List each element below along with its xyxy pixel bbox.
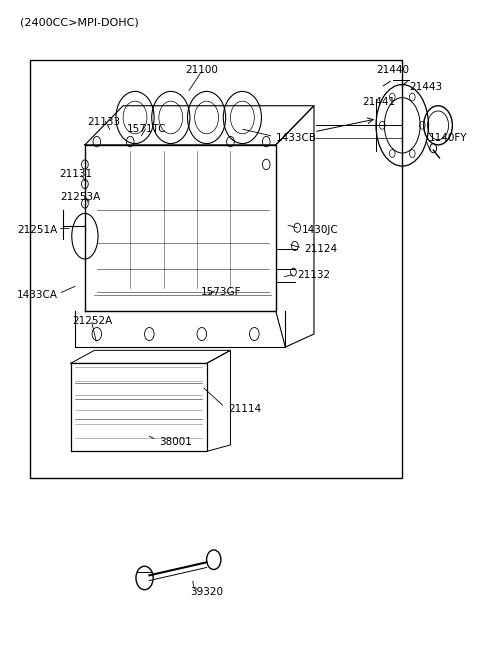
- Text: 1433CA: 1433CA: [17, 290, 58, 300]
- Text: 21251A: 21251A: [17, 225, 57, 234]
- Text: 1430JC: 1430JC: [302, 225, 339, 234]
- Text: 21114: 21114: [228, 404, 261, 414]
- Text: 21443: 21443: [409, 83, 443, 92]
- Text: 21440: 21440: [376, 65, 409, 75]
- Text: 1571TC: 1571TC: [127, 124, 167, 134]
- Text: 21441: 21441: [362, 98, 395, 107]
- Bar: [30, 60, 402, 477]
- Text: (2400CC>MPI-DOHC): (2400CC>MPI-DOHC): [21, 18, 139, 28]
- Text: 38001: 38001: [159, 437, 192, 447]
- Text: 1433CB: 1433CB: [276, 134, 317, 143]
- Text: 39320: 39320: [190, 587, 223, 597]
- Text: 1573GF: 1573GF: [201, 287, 241, 297]
- Text: 21252A: 21252A: [72, 316, 112, 326]
- Text: 1140FY: 1140FY: [429, 134, 467, 143]
- Text: 21132: 21132: [297, 271, 330, 280]
- Text: 21124: 21124: [304, 244, 337, 254]
- Text: 21131: 21131: [59, 169, 92, 179]
- Text: 21133: 21133: [87, 117, 120, 127]
- Text: 21100: 21100: [185, 65, 218, 75]
- Text: 21253A: 21253A: [60, 192, 100, 202]
